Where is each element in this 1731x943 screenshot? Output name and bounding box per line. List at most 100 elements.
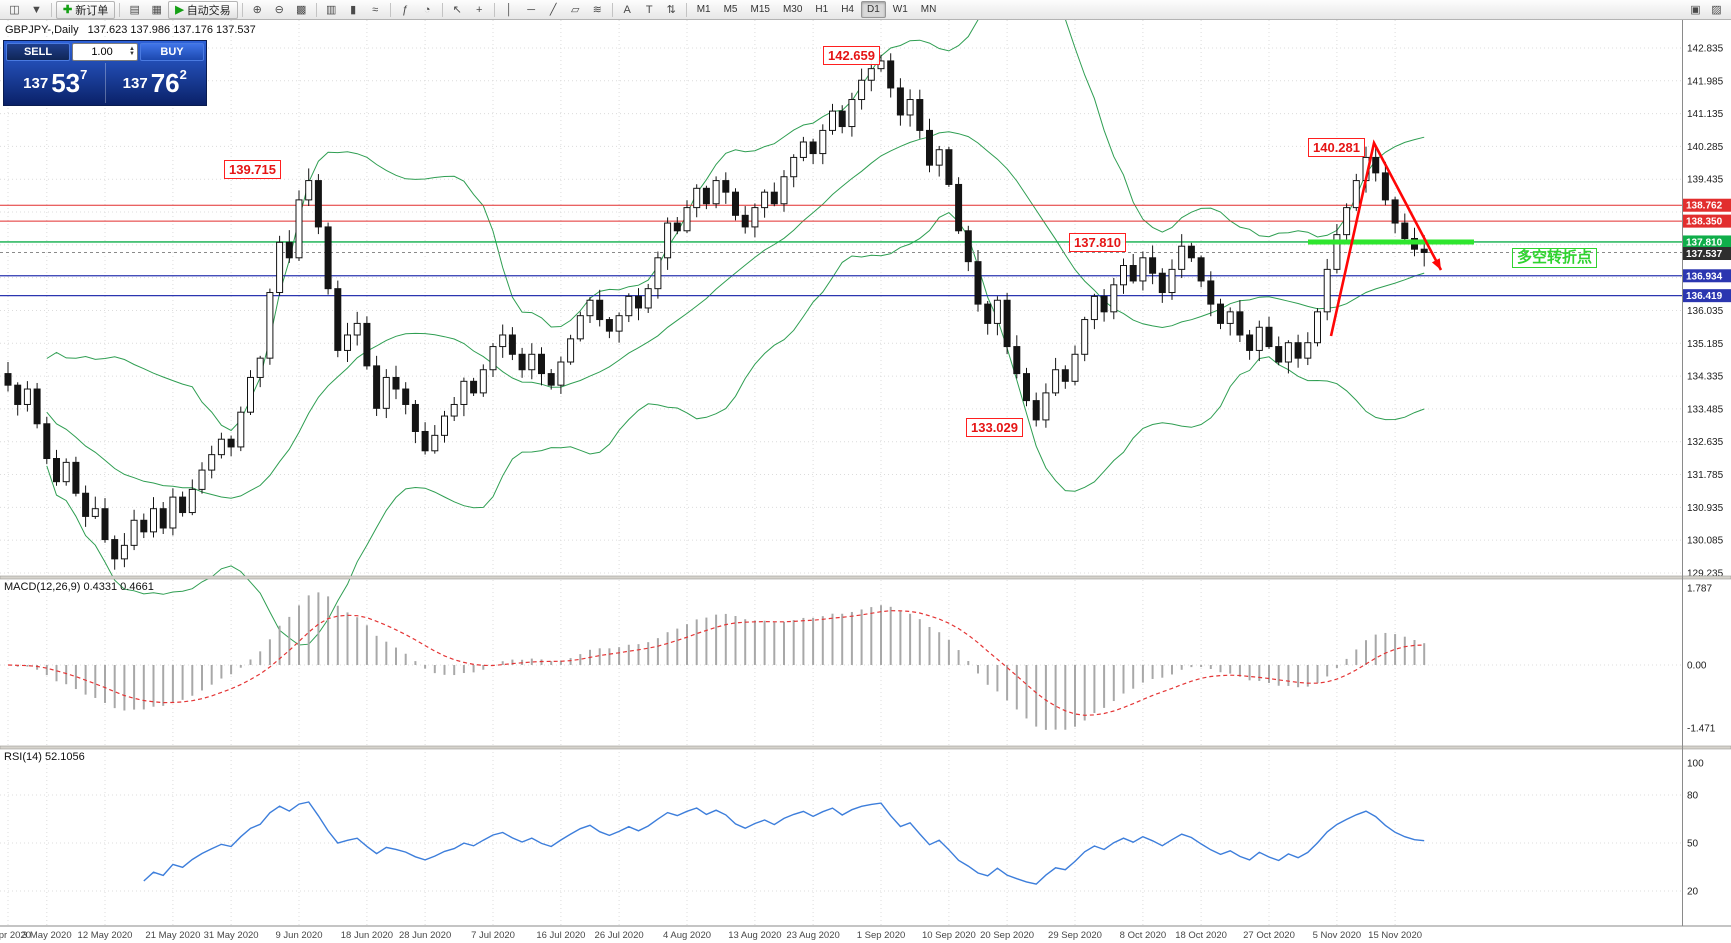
chart-list-dropdown-icon[interactable]: ▼ bbox=[31, 3, 42, 16]
price-axis-label: 133.485 bbox=[1687, 404, 1724, 415]
navigator-icon[interactable]: ▦ bbox=[151, 4, 162, 16]
candle-body bbox=[1071, 353, 1079, 382]
candle-body bbox=[867, 68, 875, 81]
candle-body bbox=[247, 376, 254, 413]
timeframe-w1[interactable]: W1 bbox=[892, 4, 908, 15]
candle-body bbox=[926, 129, 933, 166]
new-chart-icon[interactable]: ◫ bbox=[9, 4, 20, 16]
candle-body bbox=[625, 295, 633, 317]
candle-body bbox=[964, 230, 972, 263]
buy-button[interactable]: BUY bbox=[140, 43, 204, 61]
lot-increase-button[interactable]: ▲ bbox=[129, 46, 135, 52]
macd-axis-label: 1.787 bbox=[1687, 584, 1712, 595]
trend-arrow-object[interactable] bbox=[1329, 139, 1443, 337]
timeframe-m15[interactable]: M15 bbox=[750, 4, 770, 15]
fibonacci-icon[interactable]: ≋ bbox=[592, 4, 602, 16]
buy-price[interactable]: 137 76 2 bbox=[104, 63, 205, 103]
equidistant-channel-icon[interactable]: ▱ bbox=[570, 4, 580, 16]
candle-body bbox=[1187, 245, 1195, 259]
date-label: 16 Jul 2020 bbox=[536, 930, 585, 941]
candle-body bbox=[1226, 311, 1234, 324]
date-label: 29 Sep 2020 bbox=[1048, 930, 1102, 941]
cursor-icon[interactable]: ↖ bbox=[452, 4, 462, 16]
candle-body bbox=[790, 156, 798, 178]
sell-price[interactable]: 137 53 7 bbox=[6, 63, 105, 103]
candle-body bbox=[1314, 311, 1321, 344]
sell-price-main: 137 bbox=[23, 74, 49, 92]
lot-decrease-button[interactable]: ▼ bbox=[129, 51, 135, 57]
zoom-in-icon[interactable]: ⊕ bbox=[252, 4, 262, 16]
date-label: 18 Jun 2020 bbox=[341, 930, 393, 941]
candle-body bbox=[1236, 311, 1244, 336]
horizontal-line-icon[interactable]: ─ bbox=[527, 3, 536, 16]
market-watch-icon[interactable]: ▤ bbox=[129, 4, 140, 16]
timeframe-h1[interactable]: H1 bbox=[815, 4, 829, 15]
candle-body bbox=[479, 369, 487, 394]
candle-body bbox=[314, 180, 322, 228]
price-callout[interactable]: 137.810 bbox=[1069, 233, 1126, 252]
candle-body bbox=[276, 241, 284, 294]
date-label: 27 Oct 2020 bbox=[1243, 930, 1295, 941]
date-label: 31 May 2020 bbox=[204, 930, 259, 941]
timeframe-d1[interactable]: D1 bbox=[861, 1, 886, 18]
candle-body bbox=[984, 303, 992, 324]
candle-body bbox=[1381, 172, 1389, 201]
price-tag bbox=[1683, 235, 1731, 249]
price-callout[interactable]: 133.029 bbox=[966, 418, 1023, 437]
lot-size-field[interactable]: 1.00 ▲ ▼ bbox=[72, 43, 138, 61]
candle-body bbox=[722, 180, 730, 193]
line-chart-type-icon[interactable]: ≈ bbox=[372, 3, 379, 16]
candle-body bbox=[1265, 326, 1273, 348]
autotrading-button[interactable]: ▶ 自动交易 bbox=[168, 0, 238, 19]
annotation-note[interactable]: 多空转折点 bbox=[1512, 248, 1598, 268]
pane-separator[interactable] bbox=[0, 745, 1731, 750]
timeframe-m5[interactable]: M5 bbox=[723, 4, 738, 15]
candle-body bbox=[344, 334, 351, 351]
candle-body bbox=[848, 99, 856, 128]
sell-button[interactable]: SELL bbox=[6, 43, 70, 61]
candle-body bbox=[916, 99, 924, 131]
timeframe-m30[interactable]: M30 bbox=[782, 4, 803, 15]
buy-price-sup: 2 bbox=[179, 66, 187, 82]
price-callout[interactable]: 140.281 bbox=[1308, 138, 1365, 157]
tile-windows-icon[interactable]: ▩ bbox=[295, 4, 307, 16]
lot-value[interactable]: 1.00 bbox=[91, 46, 113, 58]
candle-body bbox=[693, 187, 701, 209]
candle-body bbox=[538, 353, 545, 375]
timeframe-h4[interactable]: H4 bbox=[841, 4, 854, 15]
new-order-button[interactable]: ✚ 新订单 bbox=[56, 0, 116, 19]
candle-body bbox=[489, 346, 497, 371]
arrange-windows-icon[interactable]: ▣ bbox=[1690, 4, 1701, 16]
periods-icon[interactable]: ◔ bbox=[423, 3, 431, 16]
candle-body bbox=[1372, 156, 1380, 174]
candle-body bbox=[1129, 265, 1137, 282]
timeframe-m1[interactable]: M1 bbox=[696, 4, 711, 15]
candlestick-chart-type-icon[interactable]: ▮ bbox=[350, 4, 357, 16]
candle-body bbox=[169, 496, 177, 529]
zoom-out-icon[interactable]: ⊖ bbox=[274, 4, 284, 16]
price-callout[interactable]: 142.659 bbox=[823, 46, 880, 65]
candle-body bbox=[1110, 284, 1118, 313]
candle-body bbox=[111, 539, 119, 560]
price-axis-label: 131.785 bbox=[1687, 470, 1724, 481]
candle-body bbox=[1255, 326, 1263, 351]
trendline-icon[interactable]: ╱ bbox=[549, 4, 557, 16]
chart-shift-icon[interactable]: ▨ bbox=[1711, 4, 1722, 16]
bar-chart-type-icon[interactable]: ▥ bbox=[325, 4, 337, 16]
candle-body bbox=[1032, 400, 1040, 421]
price-axis-label: 142.835 bbox=[1687, 44, 1724, 55]
price-callout[interactable]: 139.715 bbox=[224, 160, 281, 179]
candle-body bbox=[1023, 373, 1030, 402]
vertical-line-icon[interactable]: │ bbox=[505, 3, 513, 16]
crosshair-icon[interactable]: + bbox=[475, 3, 483, 16]
timeframe-mn[interactable]: MN bbox=[920, 4, 937, 15]
candle-body bbox=[712, 180, 720, 205]
text-icon[interactable]: A bbox=[623, 3, 631, 16]
date-label: 3 May 2020 bbox=[22, 930, 72, 941]
arrows-icon[interactable]: ⇅ bbox=[666, 4, 676, 16]
indicators-icon[interactable]: ƒ bbox=[402, 3, 409, 16]
pane-separator[interactable] bbox=[0, 575, 1731, 580]
text-label-icon[interactable]: T bbox=[645, 3, 653, 16]
